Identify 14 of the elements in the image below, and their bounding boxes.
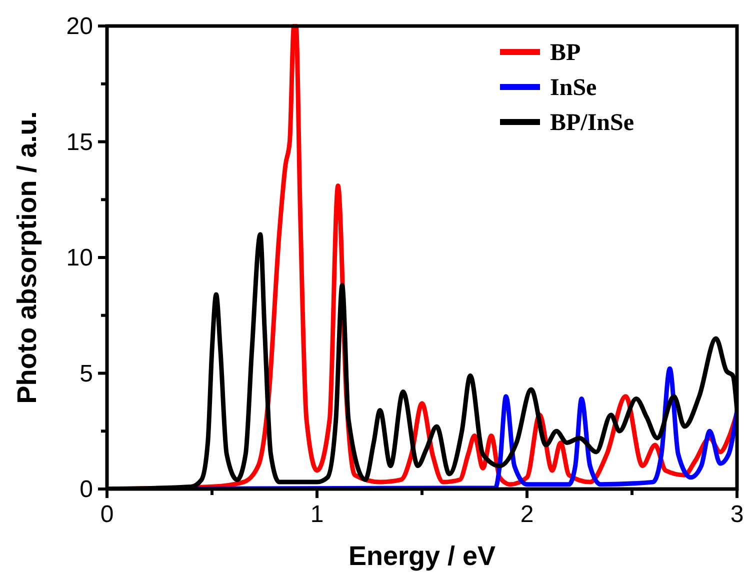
x-tick-label: 2 — [520, 501, 534, 528]
y-tick-label: 5 — [80, 360, 93, 388]
y-axis-title: Photo absorption / a.u. — [12, 111, 42, 404]
x-tick-label: 0 — [100, 501, 114, 528]
y-tick-label: 15 — [66, 128, 93, 156]
legend-label: BP — [550, 40, 581, 66]
legend-label: BP/InSe — [550, 110, 634, 136]
legend-label: InSe — [550, 75, 598, 101]
x-tick-label: 3 — [730, 501, 744, 528]
x-axis-title: Energy / eV — [348, 541, 496, 571]
y-tick-label: 10 — [66, 244, 93, 272]
y-tick-label: 20 — [66, 13, 93, 40]
x-tick-label: 1 — [310, 501, 324, 528]
y-tick-label: 0 — [80, 476, 93, 503]
